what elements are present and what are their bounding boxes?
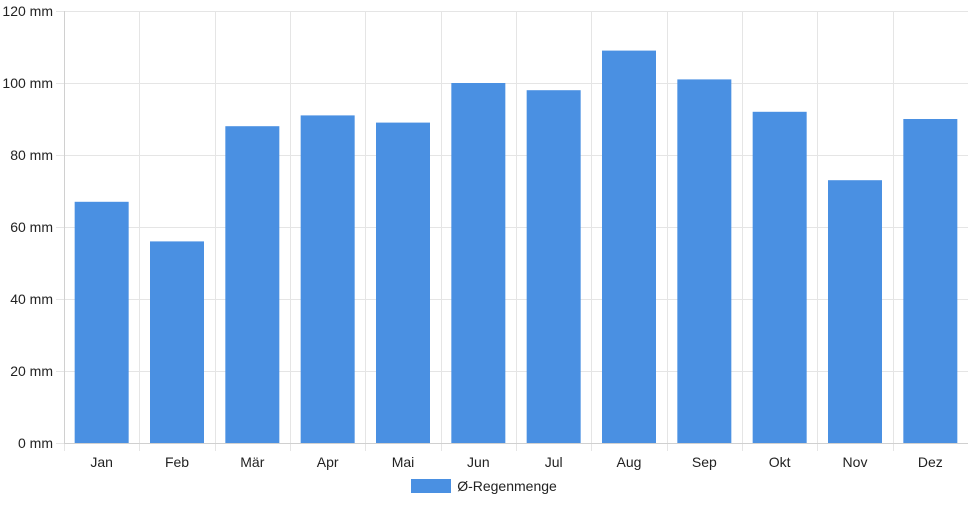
bar-jul bbox=[526, 90, 581, 443]
bar-apr bbox=[300, 115, 355, 444]
x-tick-label: Feb bbox=[165, 454, 189, 470]
bar-jan bbox=[74, 201, 129, 443]
bar-okt bbox=[752, 111, 807, 444]
x-tick-label: Jun bbox=[467, 454, 490, 470]
x-tick-label: Sep bbox=[692, 454, 717, 470]
bar-feb bbox=[150, 241, 204, 443]
bar-mai bbox=[376, 122, 430, 443]
x-tick-label: Dez bbox=[918, 454, 943, 470]
y-tick-label: 120 mm bbox=[2, 3, 53, 19]
bar-aug bbox=[602, 50, 656, 443]
x-tick-label: Apr bbox=[317, 454, 339, 470]
x-tick-label: Jul bbox=[545, 454, 563, 470]
y-tick-label: 100 mm bbox=[2, 75, 53, 91]
x-tick-label: Nov bbox=[843, 454, 868, 470]
y-tick-label: 80 mm bbox=[10, 147, 53, 163]
x-tick-label: Okt bbox=[769, 454, 791, 470]
chart-legend[interactable]: Ø-Regenmenge bbox=[0, 478, 968, 494]
bar-mär bbox=[225, 126, 280, 443]
y-tick-label: 0 mm bbox=[18, 435, 53, 451]
bar-dez bbox=[903, 119, 958, 443]
x-tick-label: Mär bbox=[240, 454, 264, 470]
legend-label: Ø-Regenmenge bbox=[457, 478, 557, 494]
x-tick-label: Mai bbox=[392, 454, 415, 470]
y-tick-label: 40 mm bbox=[10, 291, 53, 307]
bar-jun bbox=[451, 83, 506, 443]
bar-nov bbox=[828, 180, 882, 443]
x-tick-label: Jan bbox=[90, 454, 113, 470]
y-tick-label: 20 mm bbox=[10, 363, 53, 379]
bar-sep bbox=[677, 79, 732, 444]
legend-swatch bbox=[411, 479, 452, 493]
y-tick-label: 60 mm bbox=[10, 219, 53, 235]
x-tick-label: Aug bbox=[617, 454, 642, 470]
chart-svg: 0 mm 20 mm 40 mm 60 mm 80 mm 100 mm 120 mm Jan F… bbox=[2, 3, 968, 470]
